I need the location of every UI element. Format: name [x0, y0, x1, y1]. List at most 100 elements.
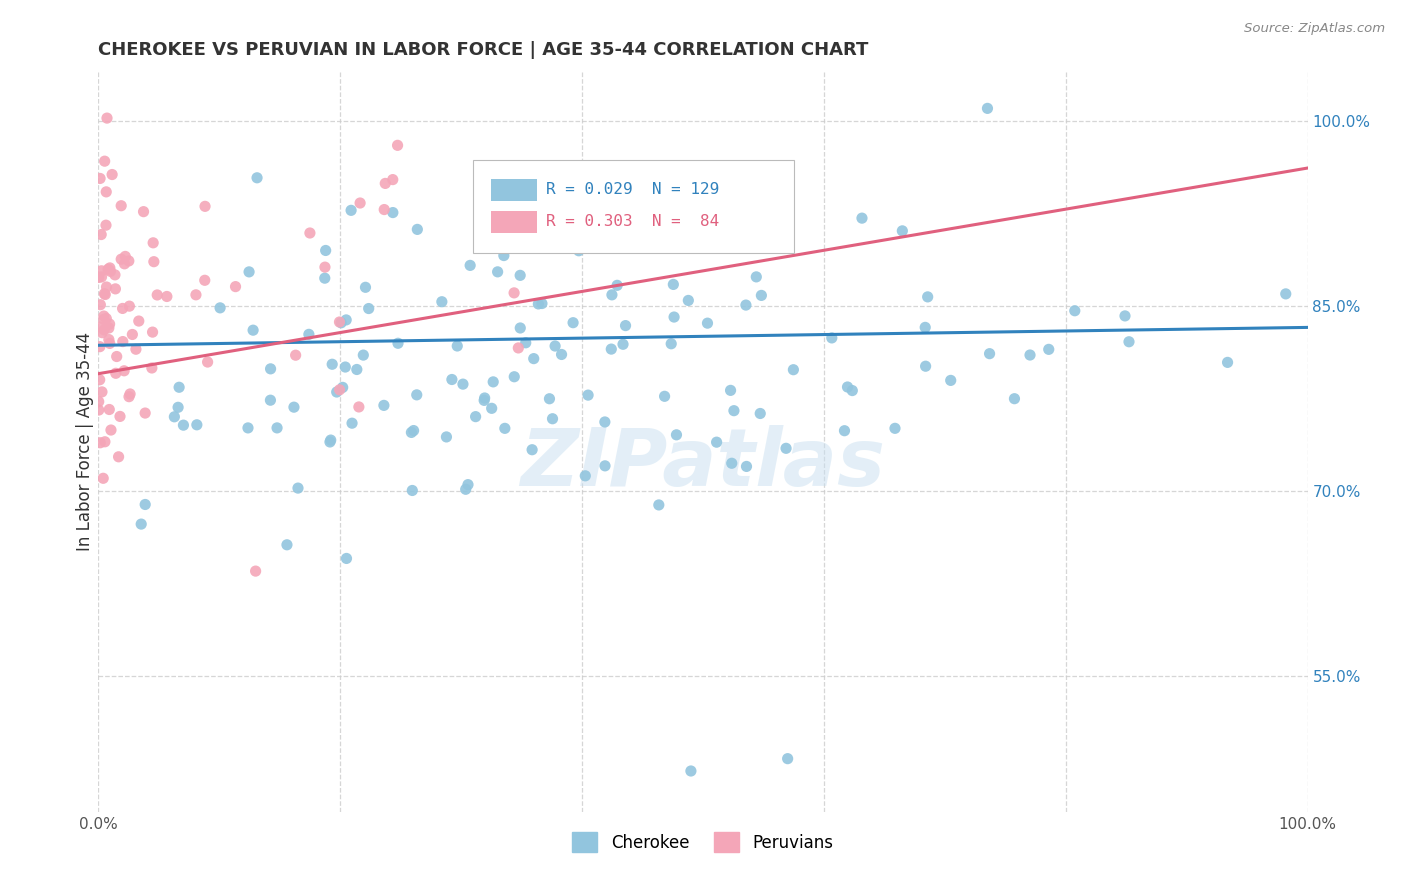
- Point: [335, 359, 357, 374]
- Point: [481, 401, 503, 416]
- Point: [735, 216, 758, 230]
- Point: [128, 314, 150, 328]
- Point: [114, 249, 136, 263]
- Point: [194, 199, 217, 213]
- Point: [91, 471, 114, 485]
- Point: [89, 435, 111, 450]
- Point: [89, 298, 111, 312]
- Point: [917, 290, 939, 304]
- Point: [751, 288, 773, 302]
- Point: [90, 264, 112, 278]
- Point: [458, 259, 481, 273]
- Point: [156, 289, 179, 303]
- Point: [340, 416, 363, 430]
- Point: [259, 393, 281, 408]
- Point: [259, 361, 281, 376]
- Point: [142, 235, 165, 250]
- Point: [884, 421, 907, 435]
- Point: [111, 334, 134, 349]
- Point: [745, 269, 768, 284]
- Point: [550, 347, 572, 361]
- Point: [696, 176, 718, 190]
- Point: [1038, 343, 1060, 357]
- Point: [332, 380, 354, 394]
- Point: [98, 317, 121, 331]
- Point: [600, 342, 623, 356]
- Point: [576, 388, 599, 402]
- Point: [654, 389, 676, 403]
- Point: [93, 286, 115, 301]
- Point: [678, 180, 700, 194]
- Point: [562, 316, 585, 330]
- Point: [401, 425, 423, 440]
- Point: [530, 296, 553, 310]
- Point: [335, 313, 357, 327]
- Point: [93, 323, 115, 337]
- Point: [107, 450, 129, 464]
- Point: [851, 211, 873, 226]
- Point: [706, 435, 728, 450]
- Point: [97, 333, 120, 347]
- Point: [91, 384, 114, 399]
- Point: [1019, 348, 1042, 362]
- Point: [98, 336, 121, 351]
- Point: [90, 227, 112, 242]
- Point: [132, 204, 155, 219]
- Point: [112, 364, 135, 378]
- Point: [118, 390, 141, 404]
- Point: [236, 421, 259, 435]
- Point: [276, 538, 298, 552]
- Point: [1114, 309, 1136, 323]
- Point: [720, 456, 742, 470]
- Point: [186, 417, 208, 432]
- Point: [509, 268, 531, 283]
- Point: [451, 377, 474, 392]
- Point: [474, 391, 496, 405]
- Point: [96, 185, 118, 199]
- Point: [489, 201, 512, 215]
- Point: [335, 551, 357, 566]
- Point: [749, 407, 772, 421]
- Point: [523, 351, 546, 366]
- Point: [834, 424, 856, 438]
- Point: [89, 171, 111, 186]
- Point: [238, 265, 260, 279]
- Text: Source: ZipAtlas.com: Source: ZipAtlas.com: [1244, 22, 1385, 36]
- Point: [121, 327, 143, 342]
- Point: [357, 301, 380, 316]
- Point: [284, 348, 307, 362]
- Point: [93, 154, 115, 169]
- Point: [110, 252, 132, 267]
- Point: [373, 202, 395, 217]
- Point: [440, 372, 463, 386]
- Point: [593, 415, 616, 429]
- Point: [319, 433, 342, 447]
- Point: [544, 339, 567, 353]
- Point: [648, 498, 671, 512]
- Point: [527, 297, 550, 311]
- Point: [125, 343, 148, 357]
- Point: [352, 348, 374, 362]
- Point: [108, 409, 131, 424]
- Point: [94, 434, 117, 449]
- Point: [782, 362, 804, 376]
- Point: [374, 177, 396, 191]
- Point: [104, 282, 127, 296]
- Point: [406, 222, 429, 236]
- Point: [405, 388, 427, 402]
- Point: [735, 298, 758, 312]
- Point: [89, 373, 111, 387]
- Point: [538, 392, 561, 406]
- Point: [314, 260, 336, 274]
- Point: [184, 288, 207, 302]
- Point: [283, 400, 305, 414]
- Point: [89, 340, 111, 354]
- Point: [387, 336, 409, 351]
- Point: [114, 257, 136, 271]
- Text: R = 0.029  N = 129: R = 0.029 N = 129: [546, 182, 718, 197]
- Point: [96, 280, 118, 294]
- Point: [97, 262, 120, 277]
- Point: [194, 273, 217, 287]
- Point: [101, 168, 124, 182]
- Point: [735, 459, 758, 474]
